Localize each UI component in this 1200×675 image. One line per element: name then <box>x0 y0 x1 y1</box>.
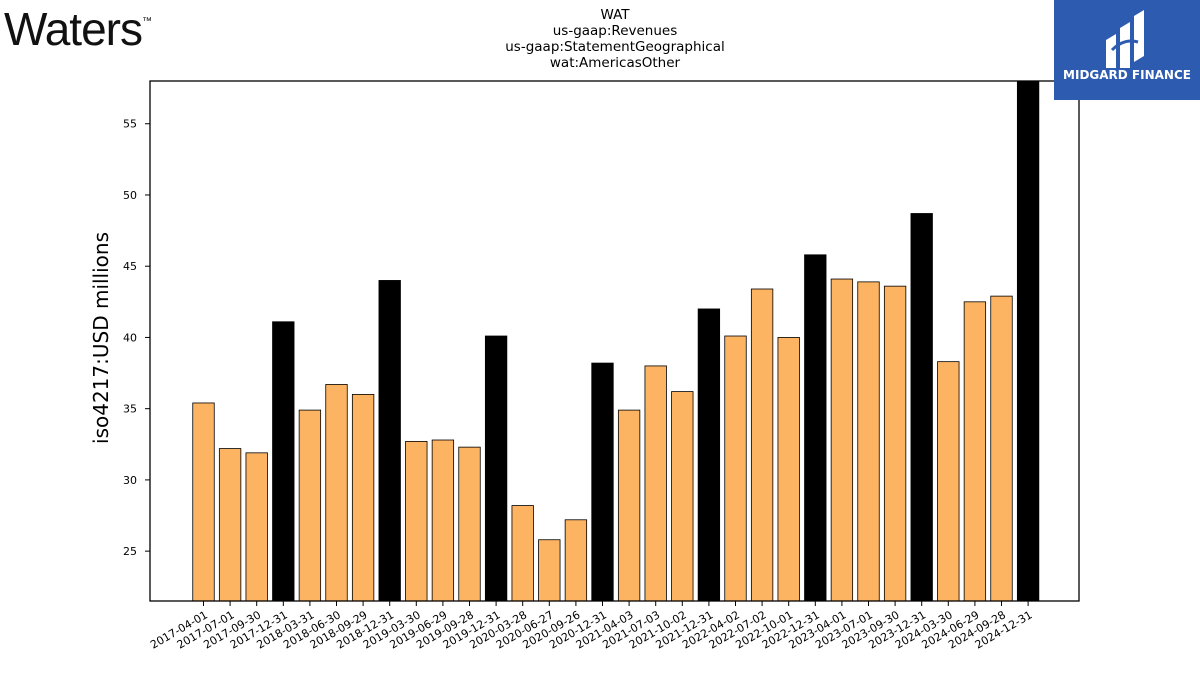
logo-trademark: ™ <box>141 16 152 27</box>
title-line-axis: us-gaap:StatementGeographical <box>505 39 725 55</box>
chart-title: WAT us-gaap:Revenues us-gaap:StatementGe… <box>415 7 815 71</box>
bar-2017-09-30 <box>245 452 268 602</box>
plot-frame <box>149 80 1080 602</box>
bar-2019-12-31 <box>484 335 508 602</box>
brand-name: MIDGARD FINANCE <box>1063 68 1191 82</box>
waters-logo: Waters™ <box>4 2 152 56</box>
bar-2021-12-31 <box>697 308 721 602</box>
bar-2021-10-02 <box>671 391 694 602</box>
bar-2018-09-29 <box>351 394 375 602</box>
y-axis: 25 30 35 40 45 50 55 <box>123 118 150 558</box>
bar-2018-06-30 <box>325 384 348 602</box>
y-tick-label: 40 <box>123 331 137 344</box>
x-axis: 2017-04-012017-07-012017-09-302017-12-31… <box>148 601 1035 652</box>
bar-2018-12-31 <box>378 280 401 602</box>
bar-2022-10-01 <box>777 337 800 602</box>
bar-2024-09-28 <box>990 295 1013 602</box>
bar-2021-07-03 <box>644 365 667 602</box>
bar-2020-12-31 <box>591 362 614 602</box>
bar-2017-07-01 <box>218 448 242 602</box>
bar-2019-03-30 <box>405 441 428 602</box>
midgard-emblem-icon <box>1106 10 1144 68</box>
bar-2020-06-27 <box>538 539 561 602</box>
bar-2024-12-31 <box>1016 80 1040 602</box>
bar-2020-09-26 <box>564 519 588 602</box>
bars-group <box>192 80 1040 602</box>
y-tick-label: 50 <box>123 189 137 202</box>
bar-2020-03-28 <box>511 505 534 602</box>
bar-2023-09-30 <box>883 285 907 602</box>
y-tick-label: 45 <box>123 260 137 273</box>
bar-2017-04-01 <box>192 402 215 602</box>
bar-2023-12-31 <box>910 213 933 602</box>
bar-2024-03-30 <box>937 361 960 602</box>
bar-2021-04-03 <box>617 409 641 602</box>
logo-text: Waters <box>4 3 143 55</box>
y-tick-label: 30 <box>123 474 137 487</box>
bar-2019-09-28 <box>458 446 481 602</box>
bar-2017-12-31 <box>272 321 295 602</box>
bar-2024-06-29 <box>963 301 987 602</box>
title-line-member: wat:AmericasOther <box>549 55 681 71</box>
y-tick-label: 35 <box>123 403 137 416</box>
midgard-finance-logo: MIDGARD FINANCE <box>1054 0 1200 100</box>
bar-2023-04-01 <box>830 278 854 602</box>
bar-2022-04-02 <box>724 335 747 602</box>
bar-2022-12-31 <box>804 254 827 602</box>
bar-2018-03-31 <box>298 409 322 602</box>
y-axis-label: iso4217:USD millions <box>89 232 113 444</box>
title-line-ticker: WAT <box>600 7 630 23</box>
bar-2023-07-01 <box>857 281 880 602</box>
y-tick-label: 25 <box>123 545 137 558</box>
title-line-concept: us-gaap:Revenues <box>552 23 678 39</box>
bar-2022-07-02 <box>750 288 774 602</box>
y-tick-label: 55 <box>123 118 137 131</box>
bar-2019-06-29 <box>431 439 455 602</box>
